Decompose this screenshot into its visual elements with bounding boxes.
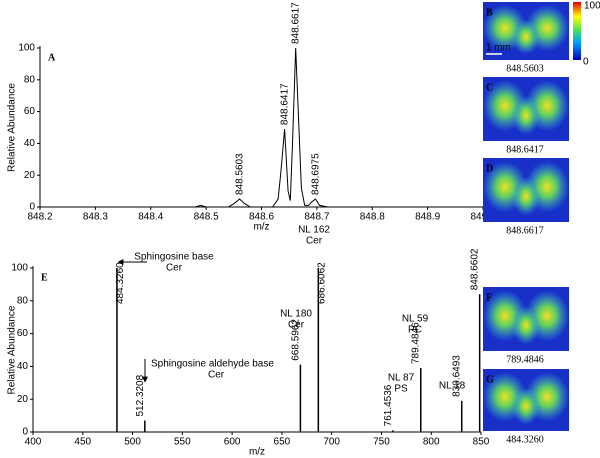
x-tick-label: 848.6 [249,212,274,223]
spectrum-line [40,47,483,208]
annotation: NL 59 [402,314,429,325]
annotation: NL 87 [388,373,415,384]
image-region [512,387,540,425]
ms-image [483,158,569,222]
y-tick-label: 100 [11,263,28,274]
colorbar-max: 100% [584,1,600,12]
x-tick-label: 850 [473,437,490,448]
image-caption: 484.3260 [506,434,544,445]
ms-image [483,77,569,141]
image-caption: 789.4846 [506,354,544,365]
stick-label: 686.6062 [316,262,327,304]
x-tick-label: 848.8 [360,212,385,223]
y-tick-label: 20 [24,170,36,181]
peak-label: 848.6617 [291,2,302,44]
x-tick-label: 450 [74,437,91,448]
x-tick-label: 600 [224,437,241,448]
stick-label: 512.3208 [135,374,146,416]
x-tick-label: 848.4 [138,212,163,223]
stick-label: 830.6493 [452,355,463,397]
x-tick-label: 848.2 [27,212,52,223]
y-tick-label: 80 [24,74,36,85]
y-axis-label: Relative Abundance [7,305,18,394]
x-tick-label: 750 [373,437,390,448]
image-label: F [486,292,492,303]
x-tick-label: 500 [124,437,141,448]
image-label: G [486,374,494,385]
y-tick-label: 100 [18,43,35,54]
stick-label: 848.6602 [470,248,481,290]
image-caption: 848.5603 [506,63,544,74]
x-tick-label: 848.5 [194,212,219,223]
peak-label: 848.6417 [280,83,291,125]
image-region [512,96,540,135]
annotation: NL 162 [298,225,330,236]
x-axis-label: m/z [253,222,269,233]
image-region [512,177,540,216]
colorbar [573,2,581,60]
peak-label: 848.6975 [310,153,321,195]
y-tick-label: 60 [24,106,36,117]
x-tick-label: 800 [423,437,440,448]
annotation: Cer [288,320,305,331]
image-region [512,306,540,345]
peak-label: 848.5603 [235,153,246,195]
ms-image [483,369,569,431]
stick-label: 789.4846 [411,322,422,364]
annotation: Sphingosine base [134,252,214,263]
x-tick-label: 848.9 [415,212,440,223]
x-tick-label: 848.7 [304,212,329,223]
x-tick-label: 550 [174,437,191,448]
y-tick-label: 40 [17,361,29,372]
y-axis-label: Relative Abundance [7,83,18,172]
x-tick-label: 400 [25,437,42,448]
y-tick-label: 0 [29,202,35,213]
annotation: Cer [166,263,183,274]
colorbar-min: 0 [583,57,589,68]
stick-label: 668.5962 [290,319,301,361]
image-caption: 848.6617 [506,225,544,236]
image-caption: 848.6417 [506,144,544,155]
image-label: B [486,7,493,18]
image-region [512,19,540,55]
panel-label: A [48,52,56,63]
annotation: NL 180 [280,309,312,320]
y-tick-label: 80 [17,295,29,306]
y-tick-label: 20 [17,394,29,405]
stick-label: 484.3260 [115,262,126,304]
image-label: C [486,82,493,93]
annotation: PC [408,325,422,336]
annotation: Sphingosine aldehyde base [151,359,274,370]
panel-label: E [41,272,48,283]
annotation: Cer [208,370,225,381]
x-tick-label: 650 [274,437,291,448]
stick-label: 761.4536 [383,384,394,426]
x-axis-label: m/z [249,447,265,458]
y-tick-label: 0 [22,427,28,438]
ms-image [483,2,569,60]
image-label: D [486,163,493,174]
annotation: NL 18 [439,381,466,392]
scale-bar-label: 1 mm [486,43,511,54]
ms-image [483,287,569,351]
y-tick-label: 40 [24,138,36,149]
y-tick-label: 60 [17,328,29,339]
x-tick-label: 848.3 [83,212,108,223]
x-tick-label: 700 [323,437,340,448]
annotation: Cer [306,236,323,247]
annotation: PS [394,384,408,395]
